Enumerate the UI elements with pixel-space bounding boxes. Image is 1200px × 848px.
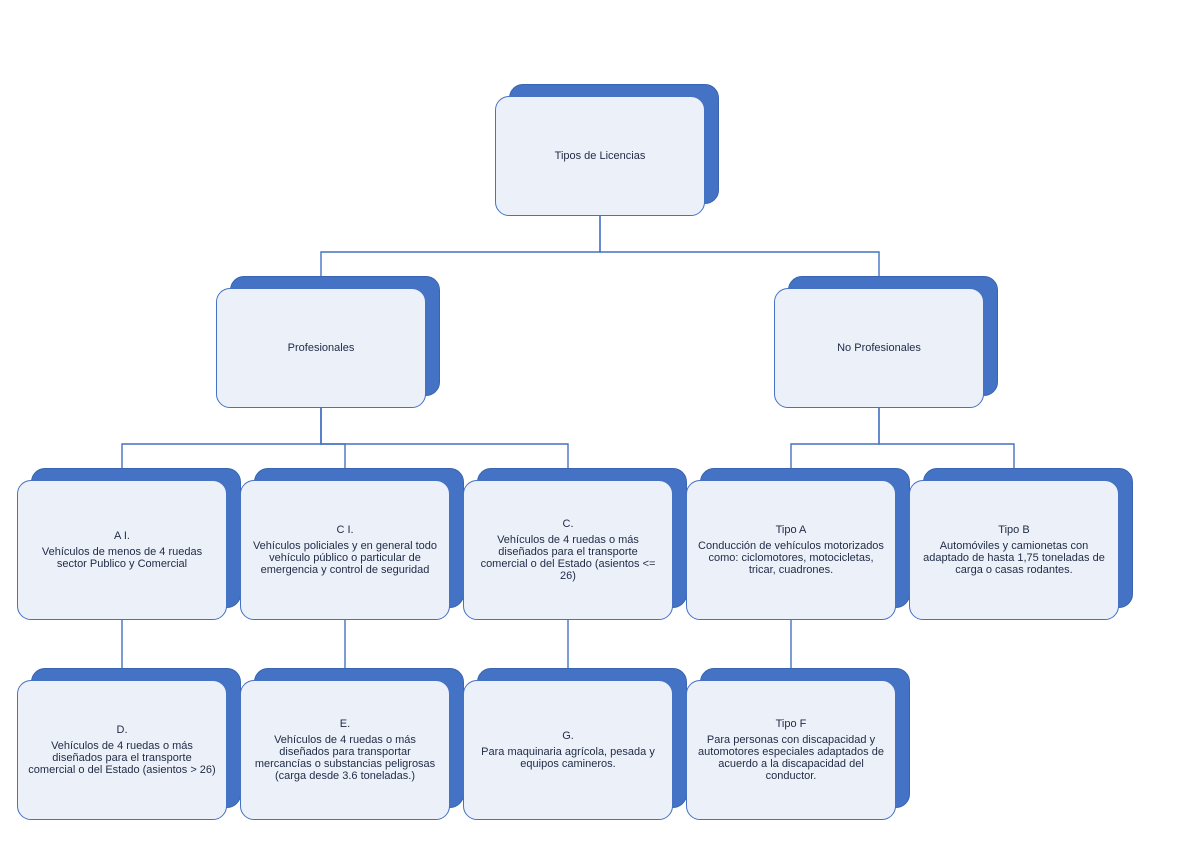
node-title: Tipo B [998,524,1029,536]
node-title: Tipo A [776,524,807,536]
node-body: Vehículos de 4 ruedas o más diseñados pa… [28,740,216,776]
node-box: Tipo A Conducción de vehículos motorizado… [686,480,896,620]
node-noprof: No Profesionales [774,288,984,408]
node-title: D. [117,724,128,736]
node-box: No Profesionales [774,288,984,408]
node-body: Para maquinaria agrícola, pesada y equip… [474,746,662,770]
node-box: Profesionales [216,288,426,408]
node-body: Vehículos de 4 ruedas o más diseñados pa… [474,534,662,582]
node-body: Profesionales [288,342,355,354]
node-box: Tipos de Licencias [495,96,705,216]
node-tb: Tipo B Automóviles y camionetas con adapt… [909,480,1119,620]
node-ta: Tipo A Conducción de vehículos motorizado… [686,480,896,620]
node-body: Para personas con discapacidad y automot… [697,734,885,782]
node-body: Automóviles y camionetas con adaptado de… [920,540,1108,576]
node-root: Tipos de Licencias [495,96,705,216]
node-box: G. Para maquinaria agrícola, pesada y equ… [463,680,673,820]
diagram-canvas: Tipos de Licencias Profesionales No Profes… [0,0,1200,848]
node-box: C I. Vehículos policiales y en general to… [240,480,450,620]
node-body: Vehículos de 4 ruedas o más diseñados pa… [251,734,439,782]
node-box: E. Vehículos de 4 ruedas o más diseñados … [240,680,450,820]
node-e: E. Vehículos de 4 ruedas o más diseñados … [240,680,450,820]
node-tf: Tipo F Para personas con discapacidad y a… [686,680,896,820]
node-body: No Profesionales [837,342,921,354]
node-body: Conducción de vehículos motorizados como… [697,540,885,576]
node-a1: A I. Vehículos de menos de 4 ruedas secto… [17,480,227,620]
node-box: A I. Vehículos de menos de 4 ruedas secto… [17,480,227,620]
node-title: Tipo F [776,718,807,730]
node-title: C. [563,518,574,530]
node-title: A I. [114,530,130,542]
node-c: C. Vehículos de 4 ruedas o más diseñados … [463,480,673,620]
node-g: G. Para maquinaria agrícola, pesada y equ… [463,680,673,820]
node-d: D. Vehículos de 4 ruedas o más diseñados … [17,680,227,820]
node-title: E. [340,718,350,730]
node-box: Tipo F Para personas con discapacidad y a… [686,680,896,820]
node-title: G. [562,730,574,742]
node-box: D. Vehículos de 4 ruedas o más diseñados … [17,680,227,820]
node-prof: Profesionales [216,288,426,408]
node-body: Tipos de Licencias [555,150,646,162]
node-box: C. Vehículos de 4 ruedas o más diseñados … [463,480,673,620]
node-body: Vehículos policiales y en general todo v… [251,540,439,576]
node-c1: C I. Vehículos policiales y en general to… [240,480,450,620]
node-box: Tipo B Automóviles y camionetas con adapt… [909,480,1119,620]
node-body: Vehículos de menos de 4 ruedas sector Pu… [28,546,216,570]
node-title: C I. [336,524,353,536]
